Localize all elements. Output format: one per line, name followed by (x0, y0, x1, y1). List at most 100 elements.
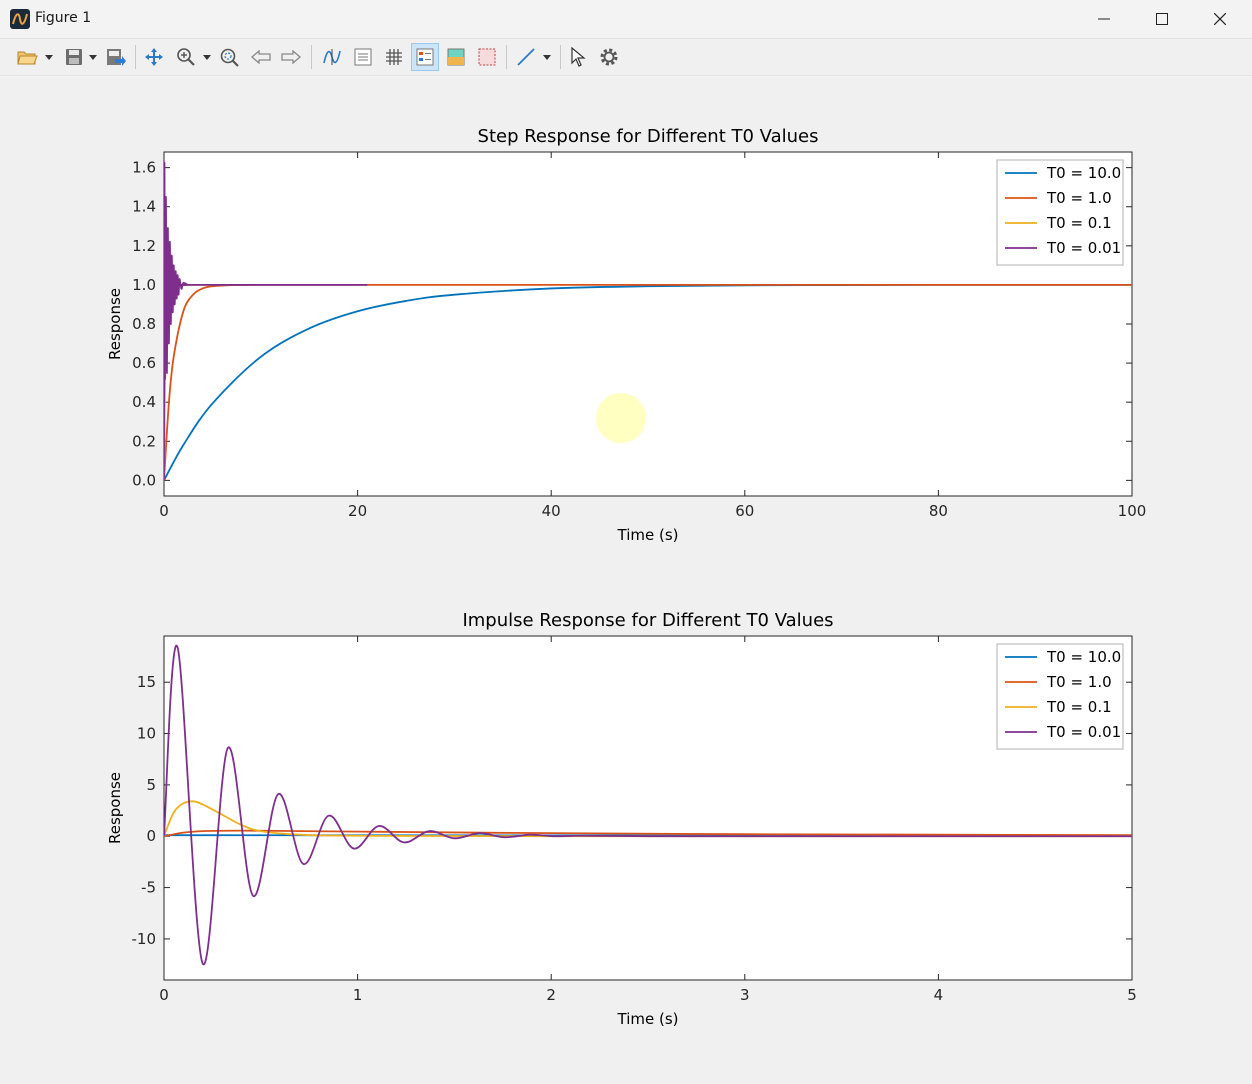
chevron-down-icon (45, 55, 53, 60)
x-tick-label: 4 (934, 986, 944, 1004)
y-tick-label: 0.2 (132, 432, 156, 450)
y-tick-label: 0.6 (132, 354, 156, 372)
x-axis-label: Time (s) (617, 1010, 679, 1028)
save-icon (65, 48, 83, 66)
open-file-dropdown[interactable] (43, 43, 55, 71)
plot-area (164, 152, 1132, 496)
minimize-icon (1098, 13, 1110, 25)
matlab-figure-icon (10, 9, 30, 29)
close-button[interactable] (1191, 0, 1249, 38)
pan-button[interactable] (140, 43, 168, 71)
toolbar-separator (506, 45, 507, 69)
toolbar-separator (560, 45, 561, 69)
x-tick-label: 5 (1127, 986, 1137, 1004)
zoom-in-button[interactable] (172, 43, 200, 71)
y-axis-label: Response (106, 288, 124, 360)
y-tick-label: 15 (137, 673, 156, 691)
x-axis-label: Time (s) (617, 526, 679, 544)
figure-toolbar (0, 39, 1252, 76)
cursor-highlight (596, 393, 646, 443)
minimize-button[interactable] (1075, 0, 1133, 38)
legend-entry: T0 = 1.0 (1046, 189, 1112, 207)
legend-entry: T0 = 0.01 (1046, 723, 1121, 741)
insert-colorbar-icon (354, 48, 372, 66)
y-tick-label: 0 (146, 827, 156, 845)
y-tick-label: 0.4 (132, 393, 156, 411)
chevron-down-icon (543, 55, 551, 60)
box-button[interactable] (473, 43, 501, 71)
save-dropdown[interactable] (87, 43, 99, 71)
y-tick-label: 0.8 (132, 315, 156, 333)
open-file-icon (17, 48, 39, 66)
chart-title: Impulse Response for Different T0 Values (462, 610, 833, 631)
legend-entry: T0 = 0.1 (1046, 698, 1112, 716)
x-tick-label: 2 (546, 986, 556, 1004)
legend-button[interactable] (411, 43, 439, 71)
window-titlebar: Figure 1 (0, 0, 1252, 39)
y-tick-label: -10 (132, 930, 157, 948)
toolbar-separator (135, 45, 136, 69)
close-icon (1214, 13, 1226, 25)
export-button[interactable] (102, 43, 130, 71)
chart-1: Step Response for Different T0 Values 0 20… (106, 126, 1146, 544)
data-cursor-icon (322, 47, 342, 67)
colormap-icon (447, 48, 465, 66)
save-button[interactable] (60, 43, 88, 71)
x-tick-label: 0 (159, 502, 169, 520)
zoom-in-icon (176, 47, 196, 67)
back-arrow-icon (251, 50, 271, 64)
chart-title: Step Response for Different T0 Values (478, 126, 819, 147)
legend-icon (416, 48, 434, 66)
plot-area (164, 636, 1132, 980)
legend: T0 = 10.0 T0 = 1.0 T0 = 0.1 T0 = 0.01 (997, 160, 1123, 265)
grid-icon (385, 48, 403, 66)
x-tick-label: 100 (1118, 502, 1147, 520)
chart-2: Impulse Response for Different T0 Values… (106, 610, 1137, 1028)
zoom-fit-icon (219, 47, 239, 67)
y-tick-label: 10 (137, 725, 156, 743)
y-tick-label: -5 (141, 879, 156, 897)
zoom-dropdown[interactable] (201, 43, 213, 71)
window-title: Figure 1 (35, 10, 91, 26)
x-tick-label: 40 (542, 502, 561, 520)
x-tick-label: 3 (740, 986, 750, 1004)
forward-arrow-icon (281, 50, 301, 64)
toolbar-separator (311, 45, 312, 69)
pointer-icon (570, 47, 586, 67)
insert-colorbar-button[interactable] (349, 43, 377, 71)
data-cursor-button[interactable] (318, 43, 346, 71)
legend-entry: T0 = 0.1 (1046, 214, 1112, 232)
box-icon (478, 48, 496, 66)
legend-entry: T0 = 1.0 (1046, 673, 1112, 691)
chevron-down-icon (203, 55, 211, 60)
maximize-button[interactable] (1133, 0, 1191, 38)
line-tool-button[interactable] (512, 43, 540, 71)
export-icon (106, 48, 126, 66)
legend-entry: T0 = 0.01 (1046, 239, 1121, 257)
x-tick-label: 1 (353, 986, 363, 1004)
y-tick-label: 1.2 (132, 237, 156, 255)
pointer-button[interactable] (564, 43, 592, 71)
y-tick-label: 1.0 (132, 276, 156, 294)
legend-entry: T0 = 10.0 (1046, 164, 1121, 182)
zoom-fit-button[interactable] (215, 43, 243, 71)
colormap-button[interactable] (442, 43, 470, 71)
settings-icon (599, 47, 619, 67)
y-tick-label: 0.0 (132, 471, 156, 489)
y-tick-label: 1.4 (132, 198, 156, 216)
pan-icon (144, 47, 164, 67)
legend-entry: T0 = 10.0 (1046, 648, 1121, 666)
settings-button[interactable] (595, 43, 623, 71)
x-tick-label: 0 (159, 986, 169, 1004)
forward-button[interactable] (277, 43, 305, 71)
maximize-icon (1156, 13, 1168, 25)
x-tick-label: 20 (348, 502, 367, 520)
y-axis-label: Response (106, 772, 124, 844)
line-tool-dropdown[interactable] (541, 43, 553, 71)
back-button[interactable] (247, 43, 275, 71)
grid-button[interactable] (380, 43, 408, 71)
open-file-button[interactable] (14, 43, 42, 71)
y-tick-label: 1.6 (132, 159, 156, 177)
